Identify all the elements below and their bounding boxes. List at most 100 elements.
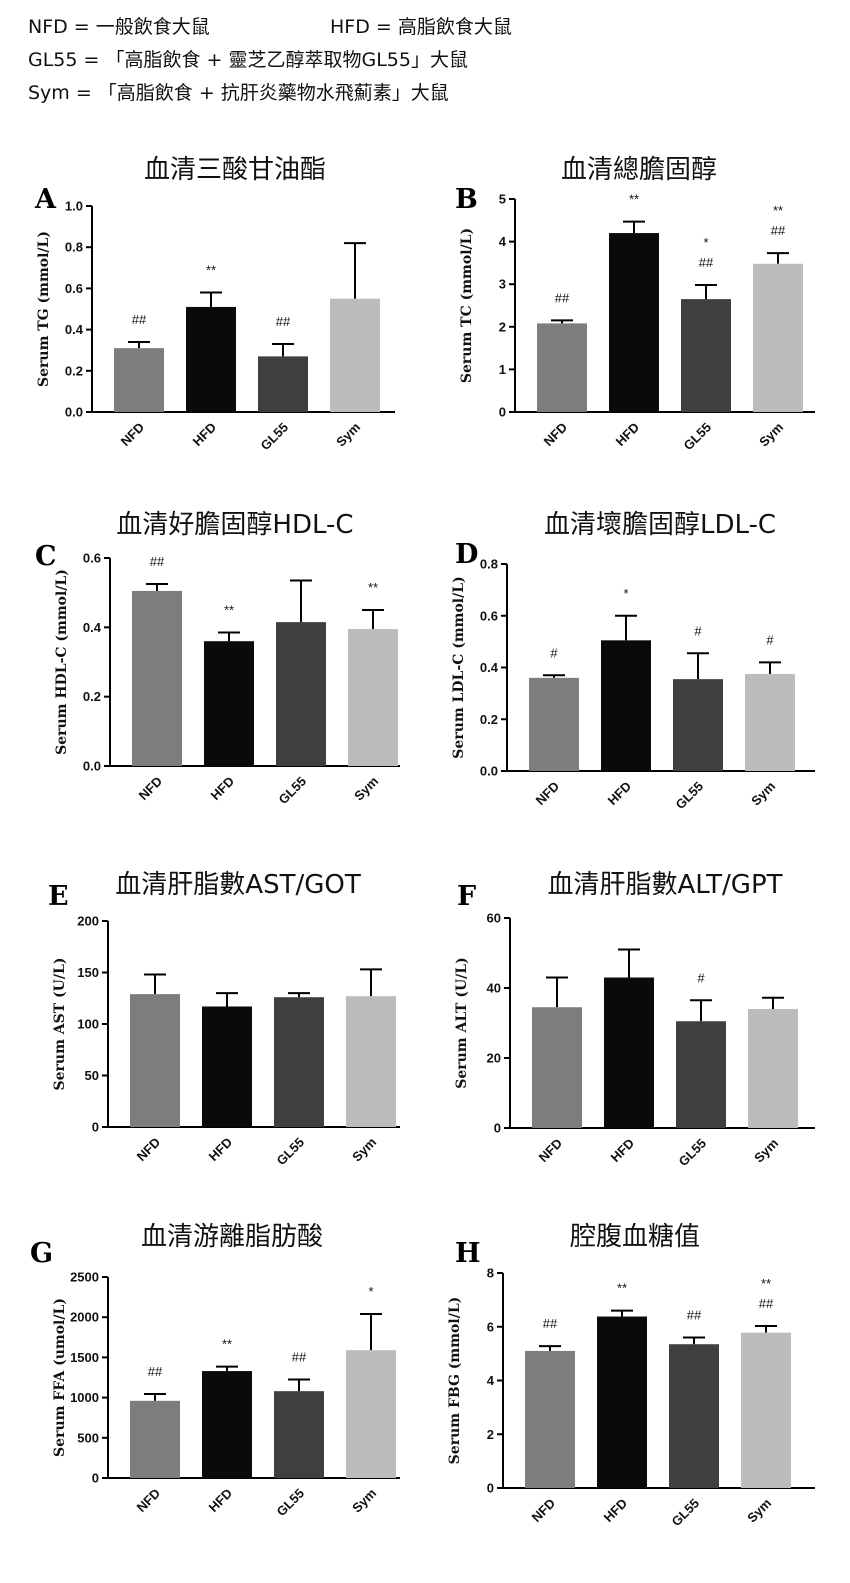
- x-tick-label: Sym: [351, 774, 381, 804]
- bar-hfd: [202, 1006, 252, 1127]
- x-tick-label: NFD: [529, 1496, 558, 1525]
- significance-mark: **: [368, 580, 378, 595]
- bar-hfd: [186, 306, 236, 412]
- significance-mark: ##: [132, 312, 147, 327]
- y-axis-label-d: Serum LDL-C (mmol/L): [451, 576, 467, 758]
- legend-hfd: HFD = 高脂飲食大鼠: [330, 16, 512, 38]
- y-tick-label: 200: [77, 914, 99, 929]
- y-tick-label: 0.4: [83, 620, 102, 635]
- bar-nfd: [114, 348, 164, 412]
- y-tick-label: 0.0: [480, 764, 498, 779]
- significance-mark: *: [623, 586, 628, 601]
- significance-mark: **: [224, 603, 234, 618]
- y-tick-label: 0.6: [65, 281, 83, 296]
- significance-mark: ##: [150, 554, 165, 569]
- significance-mark: #: [550, 645, 558, 660]
- chart-title-c: 血清好膽固醇HDL-C: [116, 510, 353, 540]
- significance-mark: ##: [276, 314, 291, 329]
- x-tick-label: Sym: [333, 420, 363, 450]
- y-tick-label: 2: [499, 319, 506, 334]
- significance-mark: ##: [699, 255, 714, 270]
- y-tick-label: 0.8: [480, 557, 498, 572]
- x-tick-label: NFD: [136, 774, 165, 803]
- bar-nfd: [525, 1350, 575, 1488]
- y-tick-label: 0.6: [83, 551, 101, 566]
- panel-letter-h: H: [455, 1238, 481, 1269]
- legend-sym: Sym = 「高脂飲食 + 抗肝炎藥物水飛薊素」大鼠: [28, 82, 449, 104]
- y-axis-label-c: Serum HDL-C (mmol/L): [54, 569, 70, 755]
- y-tick-label: 6: [487, 1319, 494, 1334]
- significance-mark: #: [694, 623, 702, 638]
- x-tick-label: GL55: [274, 1486, 308, 1520]
- y-tick-label: 0: [92, 1120, 99, 1135]
- x-tick-label: Sym: [748, 779, 778, 809]
- y-tick-label: 20: [487, 1051, 501, 1066]
- bar-hfd: [604, 977, 654, 1128]
- x-tick-label: NFD: [536, 1136, 565, 1165]
- y-tick-label: 1500: [70, 1350, 99, 1365]
- x-tick-label: HFD: [605, 779, 634, 808]
- y-axis-label-f: Serum ALT (U/L): [454, 957, 470, 1089]
- x-tick-label: NFD: [134, 1135, 163, 1164]
- y-tick-label: 1.0: [65, 199, 83, 214]
- significance-mark: ##: [543, 1316, 558, 1331]
- bar-gl55: [681, 299, 731, 412]
- x-tick-label: GL55: [274, 1135, 308, 1169]
- panel-letter-b: B: [455, 184, 478, 215]
- chart-title-f: 血清肝脂數ALT/GPT: [547, 870, 782, 900]
- bar-nfd: [130, 994, 180, 1127]
- y-tick-label: 500: [77, 1430, 99, 1445]
- y-tick-label: 2000: [70, 1310, 99, 1325]
- y-tick-label: 100: [77, 1017, 99, 1032]
- y-tick-label: 0.6: [480, 608, 498, 623]
- y-tick-label: 8: [487, 1266, 494, 1281]
- x-tick-label: HFD: [190, 420, 219, 449]
- bar-nfd: [537, 323, 587, 412]
- bar-sym: [346, 1350, 396, 1478]
- chart-title-h: 腔腹血糖值: [570, 1222, 700, 1252]
- y-axis-label-e: Serum AST (U/L): [52, 958, 68, 1091]
- bar-gl55: [274, 1391, 324, 1478]
- bar-sym: [330, 298, 380, 412]
- bar-nfd: [132, 590, 182, 766]
- x-tick-label: NFD: [533, 779, 562, 808]
- x-tick-label: GL55: [258, 420, 292, 454]
- significance-mark: **: [206, 263, 216, 278]
- y-tick-label: 0.2: [83, 689, 101, 704]
- legend-gl55: GL55 = 「高脂飲食 + 靈芝乙醇萃取物GL55」大鼠: [28, 49, 468, 71]
- y-tick-label: 2: [487, 1427, 494, 1442]
- chart-panel-h: 腔腹血糖值 H 0 2 4 6 8 Serum FBG (mmol/L) ## NFD ** HFD #…: [447, 1222, 815, 1530]
- significance-mark: *: [703, 235, 708, 250]
- significance-mark: *: [368, 1284, 373, 1299]
- x-tick-label: HFD: [208, 774, 237, 803]
- x-tick-label: NFD: [134, 1486, 163, 1515]
- significance-mark: ##: [771, 223, 786, 238]
- x-tick-label: HFD: [206, 1135, 235, 1164]
- y-tick-label: 0.4: [65, 322, 84, 337]
- x-tick-label: GL55: [681, 420, 715, 454]
- bar-sym: [753, 263, 803, 412]
- y-axis-label-g: Serum FFA (umol/L): [52, 1298, 68, 1457]
- x-tick-label: GL55: [669, 1496, 703, 1530]
- x-tick-label: Sym: [349, 1486, 379, 1516]
- panel-letter-d: D: [455, 539, 478, 570]
- x-tick-label: GL55: [276, 774, 310, 808]
- chart-title-d: 血清壞膽固醇LDL-C: [544, 510, 776, 540]
- x-tick-label: Sym: [744, 1496, 774, 1526]
- panel-letter-f: F: [457, 881, 476, 912]
- bar-sym: [748, 1009, 798, 1128]
- significance-mark: **: [773, 203, 783, 218]
- bar-nfd: [130, 1400, 180, 1478]
- y-tick-label: 4: [499, 234, 507, 249]
- panel-letter-c: C: [35, 541, 57, 572]
- x-tick-label: HFD: [206, 1486, 235, 1515]
- x-tick-label: Sym: [756, 420, 786, 450]
- bar-hfd: [202, 1371, 252, 1478]
- significance-mark: ##: [292, 1350, 307, 1365]
- panel-letter-e: E: [48, 881, 69, 912]
- significance-mark: ##: [687, 1308, 702, 1323]
- chart-panel-f: 血清肝脂數ALT/GPT F 0 20 40 60 Serum ALT (U/L) NFD HF…: [454, 870, 815, 1169]
- significance-mark: ##: [148, 1364, 163, 1379]
- bar-hfd: [204, 641, 254, 766]
- y-tick-label: 0: [487, 1481, 494, 1496]
